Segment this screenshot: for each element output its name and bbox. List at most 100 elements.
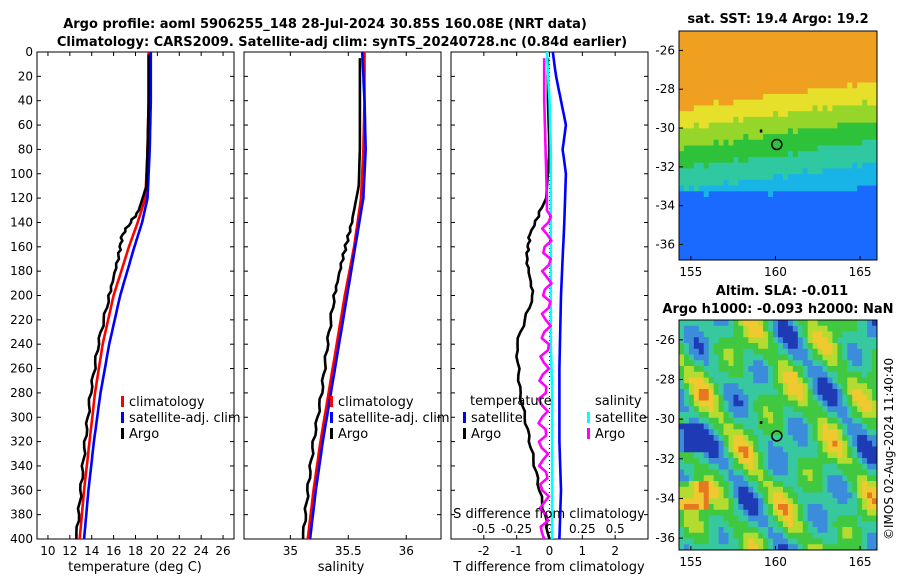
map-cell <box>723 179 729 186</box>
map-cell <box>718 360 724 367</box>
map-cell <box>787 325 794 332</box>
map-cell <box>743 348 749 355</box>
map-cell <box>817 515 823 522</box>
map-cell <box>827 65 833 72</box>
sst-heatmap <box>679 31 877 260</box>
map-cell <box>748 348 754 355</box>
map-cell <box>698 82 705 89</box>
map-cell <box>807 440 814 447</box>
map-cell <box>688 191 695 198</box>
map-cell <box>842 492 848 499</box>
x-tick-label: 18 <box>128 544 143 558</box>
map-cell <box>852 237 858 244</box>
map-cell <box>703 42 710 49</box>
map-cell <box>787 42 794 49</box>
map-cell <box>872 36 877 43</box>
map-cell <box>688 377 695 384</box>
map-cell <box>698 191 705 198</box>
map-cell <box>698 111 705 118</box>
map-cell <box>822 156 828 164</box>
map-cell <box>872 185 877 192</box>
map-cell <box>708 139 715 146</box>
map-cell <box>743 242 749 249</box>
map-cell <box>822 509 828 516</box>
map-cell <box>758 139 764 146</box>
map-cell <box>763 88 769 95</box>
map-cell <box>733 76 739 83</box>
map-cell <box>857 151 863 158</box>
map-cell <box>743 59 749 66</box>
map-cell <box>827 538 833 545</box>
map-cell <box>768 237 774 244</box>
map-cell <box>703 458 710 465</box>
map-cell <box>852 486 858 493</box>
map-cell <box>827 325 833 332</box>
map-cell <box>827 527 833 534</box>
map-cell <box>768 254 774 260</box>
map-cell <box>723 331 729 338</box>
map-cell <box>812 168 818 175</box>
map-cell <box>738 185 744 192</box>
map-cell <box>837 509 843 516</box>
map-cell <box>792 509 799 516</box>
map-cell <box>698 383 705 390</box>
map-cell <box>792 469 799 476</box>
map-cell <box>862 191 868 198</box>
map-cell <box>723 237 729 244</box>
map-cell <box>862 231 868 238</box>
series-line-temperature-satellite <box>551 52 568 539</box>
map-cell <box>728 139 734 146</box>
map-cell <box>842 331 848 338</box>
map-cell <box>693 145 700 152</box>
map-cell <box>842 481 848 488</box>
map-cell <box>787 185 794 192</box>
map-cell <box>773 59 779 66</box>
map-cell <box>862 412 868 419</box>
map-cell <box>688 538 695 545</box>
map-cell <box>857 492 863 499</box>
map-cell <box>827 42 833 49</box>
map-cell <box>773 348 779 355</box>
map-cell <box>758 521 764 528</box>
map-cell <box>743 331 749 338</box>
map-cell <box>872 475 877 482</box>
map-cell <box>817 423 823 430</box>
map-cell <box>733 400 739 407</box>
map-cell <box>847 354 853 361</box>
map-cell <box>733 168 739 175</box>
map-cell <box>688 53 695 61</box>
map-cell <box>679 99 685 106</box>
map-cell <box>748 406 754 413</box>
map-cell <box>773 331 779 338</box>
map-cell <box>773 337 779 344</box>
map-cell <box>733 440 739 447</box>
map-cell <box>728 527 734 534</box>
map-cell <box>797 325 804 332</box>
map-cell <box>852 504 858 511</box>
map-cell <box>733 320 739 327</box>
map-cell <box>842 406 848 413</box>
map-cell <box>787 348 794 355</box>
map-cell <box>862 366 868 373</box>
map-cell <box>773 156 779 164</box>
difference-xlabel-top: S difference from climatology <box>453 507 645 522</box>
map-cell <box>787 366 794 373</box>
map-cell <box>763 377 769 384</box>
map-cell <box>748 354 754 361</box>
map-cell <box>862 145 868 152</box>
map-cell <box>812 469 818 476</box>
map-cell <box>683 185 690 192</box>
map-cell <box>812 134 818 141</box>
map-cell <box>698 48 705 55</box>
map-cell <box>758 254 764 260</box>
map-cell <box>679 371 685 378</box>
map-cell <box>713 435 719 442</box>
map-cell <box>703 191 710 198</box>
map-cell <box>842 383 848 390</box>
map-cell <box>713 354 719 361</box>
map-cell <box>797 82 804 89</box>
map-cell <box>857 237 863 244</box>
map-cell <box>782 452 789 459</box>
map-cell <box>713 116 719 124</box>
map-cell <box>693 423 700 430</box>
